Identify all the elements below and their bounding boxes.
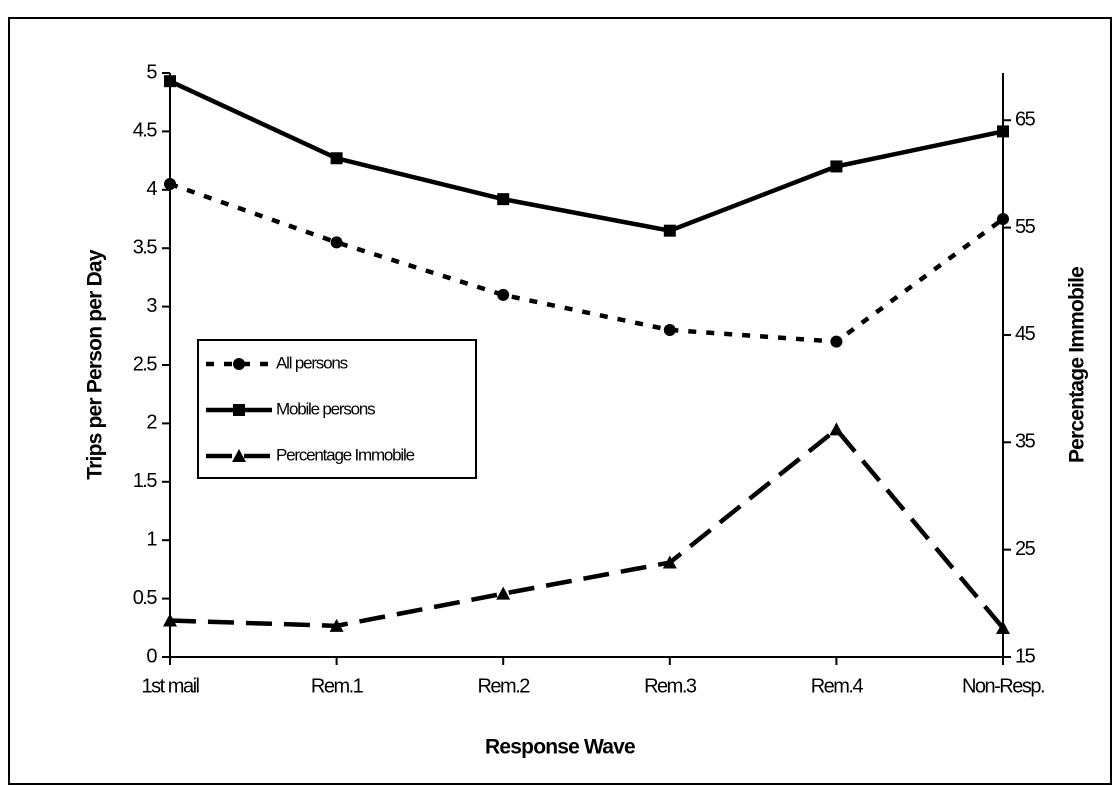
marker	[496, 586, 511, 600]
marker	[829, 422, 844, 436]
y2-tick-label: 35	[1015, 431, 1036, 453]
legend: All persons Mobile persons Percentage Immo…	[197, 339, 477, 479]
marker	[997, 125, 1009, 138]
marker	[164, 75, 176, 88]
marker	[233, 358, 245, 370]
y2-axis-title: Percentage Immobile	[1066, 267, 1089, 463]
y-tick-label: 0.5	[133, 587, 158, 609]
x-tick-label: Non-Resp.	[962, 675, 1044, 697]
y2-tick-label: 25	[1015, 538, 1036, 560]
y2-tick-label: 55	[1015, 216, 1036, 238]
marker	[329, 618, 344, 632]
x-tick-label: Rem.1	[311, 675, 364, 697]
y-tick-label: 2.5	[133, 353, 158, 375]
marker	[330, 236, 343, 249]
y-tick-label: 1.5	[133, 470, 158, 492]
marker	[830, 335, 843, 348]
marker	[330, 152, 343, 165]
x-tick-label: Rem.4	[811, 675, 864, 697]
chart-frame	[8, 17, 1112, 785]
y-tick-label: 0	[146, 645, 157, 667]
marker	[663, 323, 676, 336]
y-tick-label: 3	[146, 295, 157, 317]
y-tick-label: 4	[146, 178, 157, 200]
marker	[997, 213, 1009, 225]
series-line	[169, 426, 1005, 630]
y-tick-label: 3.5	[133, 236, 158, 258]
series-line	[169, 79, 1004, 234]
x-axis-title: Response Wave	[485, 736, 635, 759]
y-tick-label: 4.5	[133, 120, 158, 142]
y2-tick-label: 65	[1015, 109, 1036, 131]
legend-label: All persons	[276, 353, 348, 372]
marker	[497, 193, 510, 206]
y-axis-title: Trips per Person per Day	[84, 249, 107, 480]
y-tick-label: 5	[146, 61, 157, 83]
x-tick-label: 1st mail	[142, 675, 200, 697]
marker	[830, 160, 843, 173]
y2-tick-label: 45	[1015, 323, 1036, 345]
legend-label: Mobile persons	[276, 399, 375, 418]
marker	[164, 177, 176, 190]
marker	[232, 449, 246, 462]
marker	[233, 404, 245, 416]
marker	[996, 621, 1010, 635]
marker	[662, 555, 677, 569]
series-line	[169, 181, 1005, 344]
marker	[663, 224, 676, 237]
legend-label: Percentage Immobile	[276, 445, 415, 464]
x-tick-label: Rem.3	[644, 675, 697, 697]
y2-tick-label: 15	[1015, 645, 1036, 667]
y-tick-label: 1	[146, 528, 157, 550]
x-tick-label: Rem.2	[477, 675, 530, 697]
marker	[497, 288, 510, 301]
y-tick-label: 2	[146, 412, 157, 434]
marker	[163, 613, 177, 627]
